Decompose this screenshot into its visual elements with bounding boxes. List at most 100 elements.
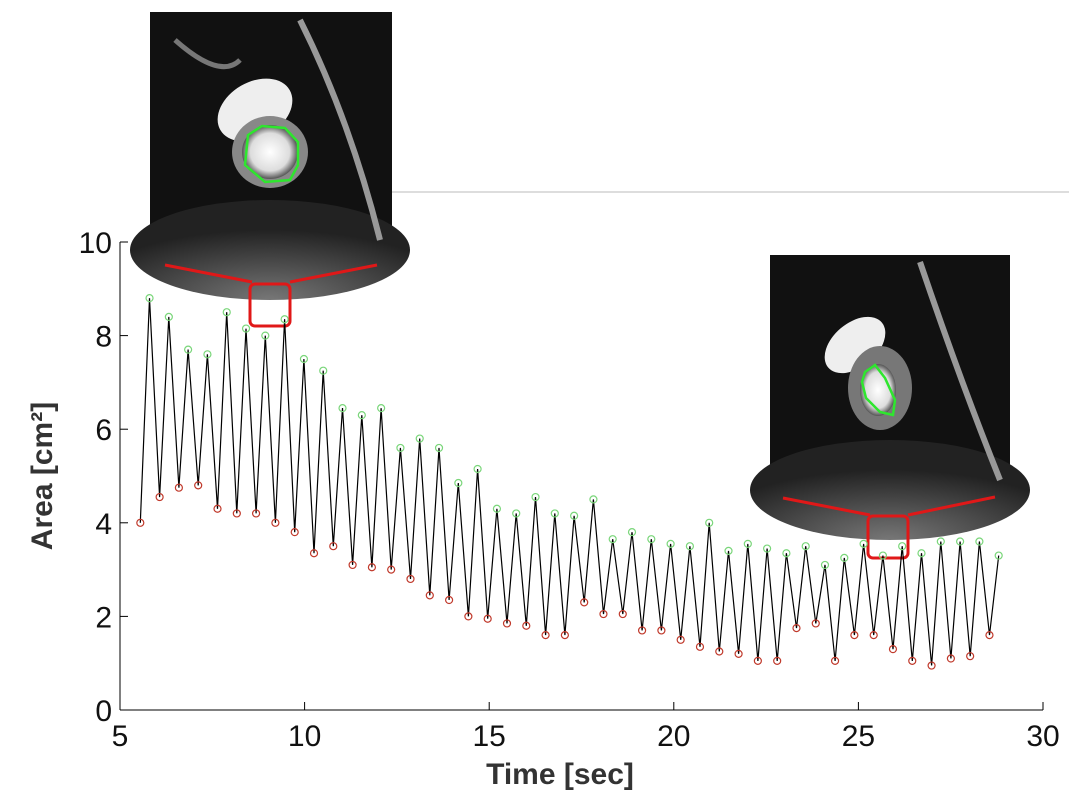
marker [917,549,926,558]
marker [792,623,801,633]
marker [908,656,917,665]
marker [985,631,994,640]
y-tick-label: 2 [95,601,112,634]
x-tick-label: 10 [288,720,321,753]
y-tick-label: 0 [95,695,112,728]
marker [367,563,377,572]
marker [637,626,647,635]
marker [445,595,454,605]
marker [695,642,705,651]
marker [222,308,231,317]
marker [657,626,666,635]
marker [956,537,965,546]
marker [155,492,164,502]
marker [898,542,907,551]
x-tick-label: 15 [473,720,506,753]
marker [541,631,550,640]
marker [570,511,579,520]
marker [522,621,531,630]
inset-image-1 [130,12,410,300]
marker [415,434,424,443]
marker [387,565,396,574]
marker [888,645,898,654]
inset-image-2 [750,255,1030,540]
marker [377,404,386,413]
marker [213,504,222,513]
marker [184,345,193,354]
marker [801,542,810,551]
marker [338,404,347,413]
marker [164,312,173,321]
marker [531,492,540,502]
marker [502,619,512,628]
signal-line [139,298,1000,666]
marker [145,294,154,303]
x-axis-label: Time [sec] [486,758,634,791]
marker [811,619,820,628]
marker [319,366,328,375]
y-tick-label: 6 [95,414,112,447]
marker [261,331,270,340]
marker [927,661,936,670]
marker [647,535,656,544]
marker [492,504,502,513]
marker [589,495,598,504]
marker [309,549,319,558]
marker [830,656,840,665]
marker [685,542,694,551]
marker [136,518,145,527]
marker [464,612,473,621]
marker [676,635,685,644]
y-tick-label: 10 [79,227,112,260]
marker [290,528,299,537]
x-tick-label: 25 [842,720,875,753]
marker [406,574,415,584]
marker [666,539,675,548]
marker [878,551,888,560]
y-tick-label: 4 [95,508,112,541]
marker [734,649,743,658]
x-tick-label: 20 [657,720,690,753]
marker [329,542,338,551]
marker [715,647,724,656]
marker [396,443,405,453]
marker [174,483,183,492]
marker [348,560,357,570]
callouts [164,263,996,560]
marker [753,656,762,665]
marker [840,553,849,563]
marker [608,535,617,544]
marker [271,518,280,527]
marker [705,518,714,527]
marker [550,509,559,518]
marker [512,509,521,518]
marker [724,546,733,555]
marker [434,443,444,453]
y-axis-label: Area [cm²] [26,402,59,550]
marker [773,656,782,665]
marker [280,315,289,324]
marker [627,528,637,537]
marker [994,551,1003,560]
marker [357,411,366,420]
marker [425,591,434,600]
x-tick-label: 5 [112,720,129,753]
marker [975,537,984,546]
marker [194,481,203,490]
y-tick-label: 8 [95,321,112,354]
marker [936,537,945,546]
marker [859,539,868,548]
marker [232,509,241,518]
marker [966,652,975,661]
marker [850,631,859,640]
marker [820,560,830,570]
marker [946,654,955,663]
marker [618,609,627,619]
marker [599,609,608,619]
marker [454,478,463,488]
marker [869,631,878,640]
marker [251,509,261,518]
marker [560,631,569,640]
marker [299,354,309,364]
